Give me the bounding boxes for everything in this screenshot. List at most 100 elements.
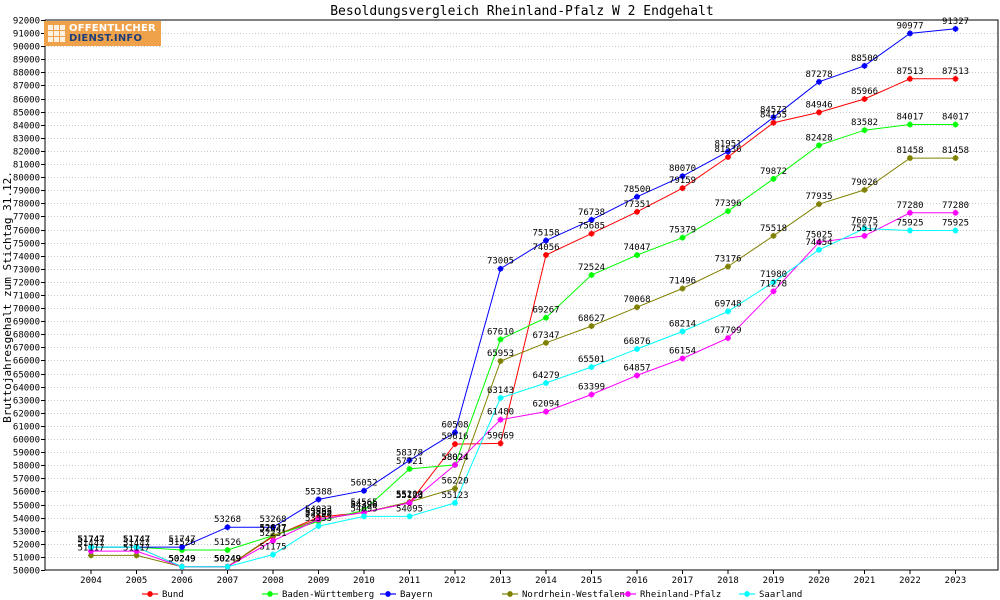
- data-point: [725, 263, 731, 270]
- x-tick-label: 2009: [308, 576, 330, 586]
- data-label: 57721: [396, 457, 423, 467]
- data-label: 75517: [851, 224, 878, 234]
- data-label: 77280: [896, 201, 923, 211]
- data-point: [679, 173, 686, 180]
- y-tick-label: 72000: [13, 279, 40, 289]
- data-point: [133, 544, 140, 551]
- data-point: [406, 465, 413, 472]
- y-tick-label: 86000: [13, 96, 40, 106]
- legend-marker: [385, 591, 391, 597]
- logo-line-1: OFFENTLICHER: [69, 22, 156, 34]
- legend-label: Saarland: [759, 590, 802, 600]
- data-point: [816, 109, 822, 116]
- legend-label: Bund: [162, 590, 184, 600]
- x-tick-label: 2019: [763, 576, 785, 586]
- x-tick-label: 2007: [217, 576, 239, 586]
- data-label: 69748: [714, 299, 741, 309]
- data-point: [543, 237, 549, 244]
- series-line: [91, 227, 956, 568]
- data-point: [679, 285, 686, 292]
- y-tick-label: 90000: [13, 43, 40, 53]
- data-point: [907, 155, 913, 162]
- data-label: 84155: [760, 111, 787, 121]
- data-label: 50249: [214, 555, 241, 565]
- data-point: [588, 230, 595, 237]
- data-label: 84017: [896, 113, 923, 123]
- site-logo[interactable]: OFFENTLICHER DIENST.INFO: [44, 21, 161, 46]
- data-label: 75925: [896, 219, 923, 229]
- data-label: 82428: [805, 133, 832, 143]
- series-line: [91, 28, 956, 548]
- y-tick-label: 73000: [13, 266, 40, 276]
- data-label: 50249: [214, 555, 241, 565]
- data-label: 55123: [441, 491, 468, 501]
- data-label: 87513: [896, 67, 923, 77]
- data-label: 79872: [760, 167, 787, 177]
- data-point: [88, 552, 94, 559]
- data-point: [452, 499, 458, 506]
- data-label: 81458: [896, 146, 923, 156]
- legend-marker: [625, 591, 631, 597]
- data-label: 52231: [259, 529, 286, 539]
- data-point: [952, 227, 959, 234]
- data-point: [270, 524, 276, 531]
- data-label: 51747: [123, 535, 150, 545]
- x-tick-label: 2008: [262, 576, 284, 586]
- series-line: [91, 212, 956, 568]
- x-tick-label: 2017: [672, 576, 694, 586]
- legend-item: Baden-Württemberg: [262, 590, 374, 600]
- data-point: [907, 75, 913, 82]
- data-label: 59616: [441, 432, 468, 442]
- data-label: 54565: [350, 498, 377, 508]
- data-point: [588, 323, 595, 330]
- y-tick-label: 91000: [13, 30, 40, 40]
- legend-item: Bund: [142, 590, 184, 600]
- data-label: 81951: [714, 140, 741, 150]
- data-label: 90977: [896, 21, 923, 31]
- data-label: 75158: [532, 229, 559, 239]
- x-tick-label: 2006: [171, 576, 193, 586]
- data-point: [952, 209, 959, 216]
- data-label: 70068: [623, 295, 650, 305]
- logo-line-2: DIENST.INFO: [69, 32, 143, 44]
- data-point: [634, 372, 640, 379]
- data-label: 51117: [123, 543, 150, 553]
- data-point: [952, 25, 959, 32]
- y-tick-label: 66000: [13, 357, 40, 367]
- data-point: [679, 328, 686, 335]
- series-line: [91, 124, 956, 551]
- data-label: 53855: [305, 508, 332, 518]
- data-label: 87278: [805, 70, 832, 80]
- data-label: 75379: [669, 226, 696, 236]
- data-label: 77280: [942, 201, 969, 211]
- data-label: 54396: [350, 500, 377, 510]
- data-point: [543, 251, 549, 258]
- data-point: [497, 336, 504, 343]
- data-label: 84573: [760, 105, 787, 115]
- data-label: 54396: [350, 500, 377, 510]
- series-nordrhein-westfalen: [88, 155, 959, 570]
- y-tick-label: 59000: [13, 449, 40, 459]
- data-point: [952, 75, 959, 82]
- data-label: 53708: [305, 509, 332, 519]
- y-tick-label: 69000: [13, 318, 40, 328]
- data-label: 51747: [123, 535, 150, 545]
- data-label: 61480: [487, 408, 514, 418]
- data-label: 76738: [578, 208, 605, 218]
- data-label: 66876: [623, 337, 650, 347]
- y-tick-label: 57000: [13, 475, 40, 485]
- data-point: [725, 208, 731, 215]
- data-label: 87513: [942, 67, 969, 77]
- data-label: 63143: [487, 386, 514, 396]
- data-label: 81458: [942, 146, 969, 156]
- data-label: 67610: [487, 327, 514, 337]
- series-line: [91, 157, 956, 568]
- data-label: 50249: [214, 555, 241, 565]
- data-label: 75925: [942, 219, 969, 229]
- data-point: [543, 408, 549, 415]
- data-point: [315, 516, 322, 523]
- legend-label: Baden-Württemberg: [282, 590, 374, 600]
- y-tick-label: 84000: [13, 122, 40, 132]
- data-point: [907, 227, 913, 234]
